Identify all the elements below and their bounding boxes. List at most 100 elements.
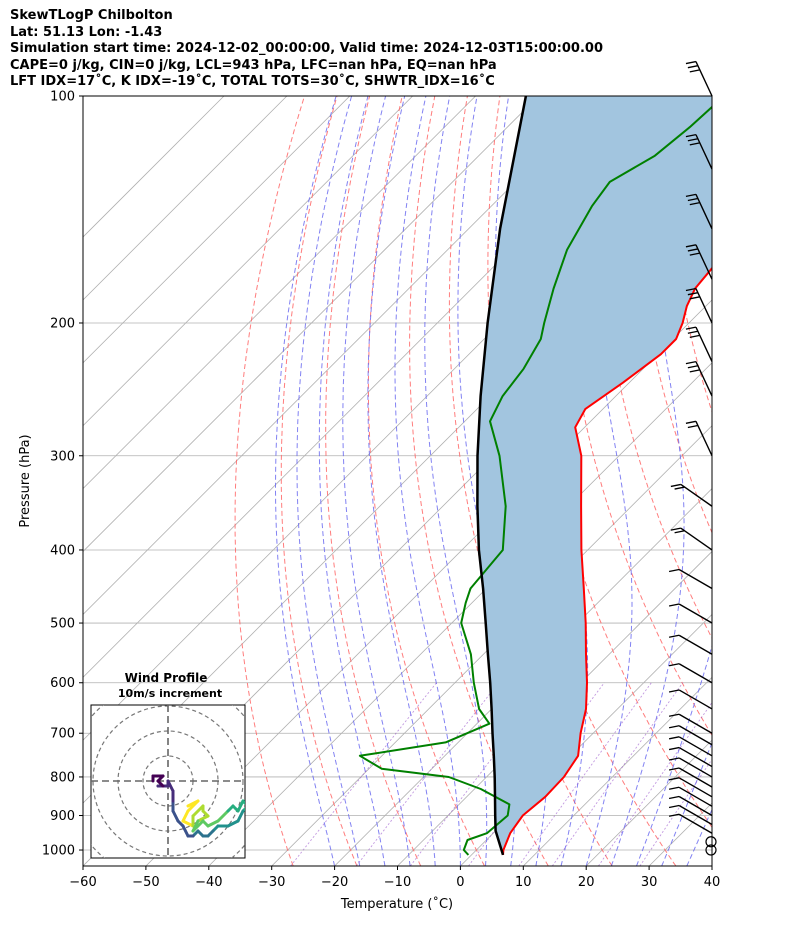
wind-barb-flag bbox=[689, 369, 700, 373]
wind-barb bbox=[678, 757, 713, 778]
wind-barb-flag bbox=[687, 65, 698, 69]
x-tick-label: 0 bbox=[456, 875, 464, 890]
wind-barb bbox=[678, 603, 713, 624]
x-tick-label: −40 bbox=[195, 875, 222, 890]
isotherm-line bbox=[334, 488, 712, 866]
mixing-ratio-line bbox=[639, 758, 712, 866]
wind-barb-flag bbox=[689, 296, 700, 300]
wind-barb bbox=[678, 777, 713, 798]
isotherm-line bbox=[460, 613, 712, 866]
x-tick-label: 40 bbox=[704, 875, 721, 890]
mixing-ratio-line bbox=[290, 682, 437, 866]
wind-barb bbox=[678, 713, 713, 734]
wind-barb-flag bbox=[687, 138, 698, 142]
x-tick-label: −20 bbox=[321, 875, 348, 890]
x-tick-label: −60 bbox=[69, 875, 96, 890]
wind-barb bbox=[678, 804, 713, 826]
wind-barb bbox=[695, 361, 713, 397]
moist-adiabat-line bbox=[367, 96, 436, 866]
wind-barb bbox=[678, 813, 713, 834]
y-tick-label: 300 bbox=[50, 449, 75, 464]
y-tick-label: 200 bbox=[50, 316, 75, 331]
wind-barb bbox=[678, 795, 713, 817]
moist-adiabat-line bbox=[661, 741, 712, 866]
wind-barb-flag bbox=[687, 248, 698, 252]
wind-barb-flag bbox=[685, 60, 697, 65]
wind-barb-flag bbox=[687, 424, 698, 429]
cin-shaded-area bbox=[477, 96, 712, 855]
x-tick-label: 30 bbox=[641, 875, 658, 890]
wind-barb bbox=[695, 134, 713, 170]
hodograph-trace bbox=[181, 824, 190, 838]
isotherm-line bbox=[83, 96, 476, 490]
wind-barb bbox=[678, 767, 713, 788]
wind-barb-flag bbox=[670, 527, 681, 531]
wind-barb-flag bbox=[685, 244, 697, 248]
hodograph-title: Wind Profile bbox=[125, 671, 208, 685]
dry-adiabat-line bbox=[595, 96, 712, 640]
wind-barb-flag bbox=[687, 365, 698, 369]
dry-adiabat-line bbox=[728, 96, 794, 866]
wind-barb-flag bbox=[668, 568, 680, 573]
lat-lon-line: Lat: 51.13 Lon: -1.43 bbox=[10, 24, 163, 40]
wind-barb-flag bbox=[687, 197, 698, 202]
wind-barb bbox=[695, 326, 713, 362]
dry-adiabat-line bbox=[367, 96, 485, 866]
hodograph-trace bbox=[241, 799, 245, 806]
mixing-ratio-line bbox=[598, 701, 712, 866]
isotherm-line bbox=[83, 96, 602, 615]
wind-barb bbox=[695, 288, 713, 324]
temperature-line bbox=[502, 266, 712, 855]
dry-adiabat-line bbox=[662, 96, 712, 414]
hodograph-trace bbox=[236, 799, 245, 813]
y-tick-label: 100 bbox=[50, 90, 75, 105]
hodograph-trace bbox=[191, 819, 205, 833]
sounding-header: SkewTLogP Chilbolton Lat: 51.13 Lon: -1.… bbox=[10, 8, 603, 91]
wind-barb-flag bbox=[668, 746, 680, 751]
hodograph-trace bbox=[181, 819, 195, 828]
x-tick-label: −50 bbox=[132, 875, 159, 890]
wind-barb-flag bbox=[668, 736, 680, 740]
moist-adiabat-line bbox=[318, 96, 386, 866]
y-axis-label: Pressure (hPa) bbox=[18, 434, 33, 527]
x-tick-label: −10 bbox=[384, 875, 411, 890]
wind-barb-flag bbox=[685, 326, 697, 330]
isotherm-line bbox=[83, 96, 413, 427]
y-tick-label: 500 bbox=[50, 617, 75, 632]
wind-barb-flag bbox=[685, 360, 697, 365]
wind-barb-calm bbox=[705, 844, 717, 856]
wind-barb-flag bbox=[668, 777, 680, 781]
wind-barb bbox=[678, 663, 713, 684]
mixing-ratio-line bbox=[518, 682, 652, 866]
wind-barb bbox=[695, 421, 713, 457]
wind-barb-flag bbox=[668, 767, 680, 771]
isotherm-line bbox=[208, 362, 712, 866]
hodograph-trace bbox=[196, 814, 210, 823]
y-tick-label: 600 bbox=[50, 676, 75, 691]
wind-barb bbox=[695, 61, 713, 97]
time-line: Simulation start time: 2024-12-02_00:00:… bbox=[10, 41, 603, 56]
moist-adiabat-line bbox=[424, 96, 488, 866]
wind-barb-flag bbox=[687, 330, 698, 334]
wind-barb-flag bbox=[668, 689, 680, 693]
moist-adiabat-line bbox=[296, 96, 361, 866]
dry-adiabat-line bbox=[325, 96, 422, 866]
wind-barb-flag bbox=[689, 252, 700, 256]
dewpoint-line bbox=[358, 105, 712, 856]
wind-barb-flag bbox=[668, 804, 680, 809]
hodograph-plot bbox=[91, 705, 245, 858]
hodograph-subtitle: 10m/s increment bbox=[118, 687, 222, 700]
isotherm-line bbox=[83, 96, 288, 301]
hodograph-trace bbox=[181, 809, 190, 823]
hodograph-trace bbox=[171, 809, 180, 823]
wind-barb-flag bbox=[685, 287, 697, 292]
wind-barb bbox=[678, 736, 713, 757]
wind-barb-flag bbox=[674, 486, 685, 490]
wind-barb-flag bbox=[685, 193, 697, 197]
wind-barb-flag bbox=[687, 292, 698, 296]
moist-adiabat-line bbox=[737, 96, 794, 866]
wind-barb bbox=[695, 194, 713, 230]
isotherm-line bbox=[711, 865, 712, 866]
wind-barb-flag bbox=[668, 713, 680, 717]
